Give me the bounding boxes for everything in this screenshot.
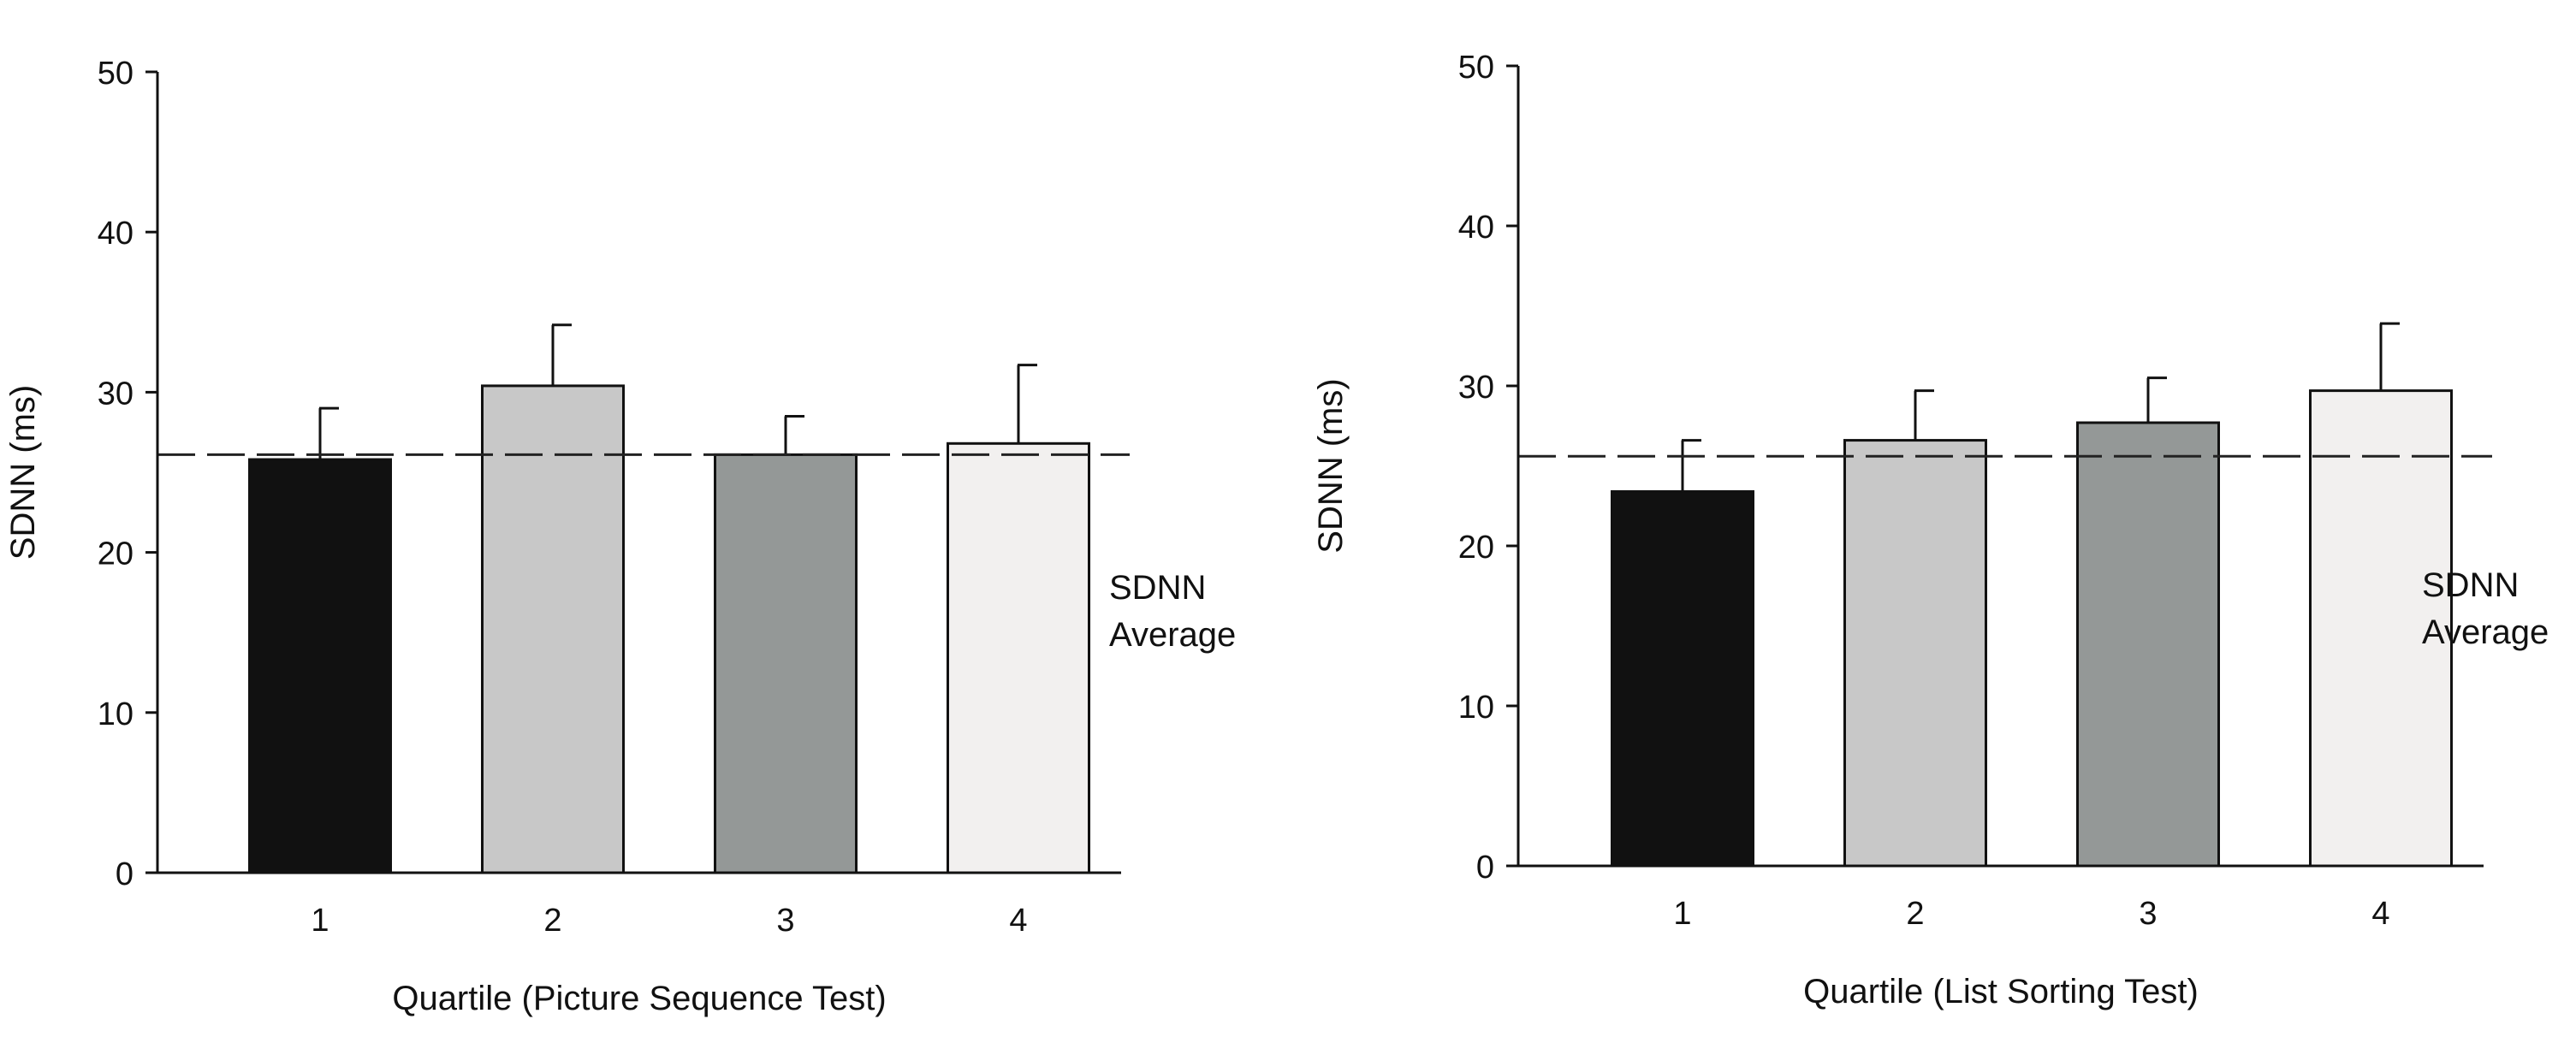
chart-list-sorting: SDNN Average 0 10 20 30 40 50 1 2 3 4 SDNN (ms) Quart… [1312, 50, 2549, 1010]
y-tick-label-40: 40 [98, 216, 134, 252]
x-tick-label-4: 4 [2371, 896, 2389, 932]
y-tick-label-20: 20 [1458, 530, 1494, 566]
x-tick-label-1: 1 [1673, 896, 1691, 932]
y-tick-label-0: 0 [116, 856, 134, 892]
y-tick-label-0: 0 [1476, 850, 1494, 886]
average-label-line1: SDNN [2422, 566, 2519, 604]
bar-quartile-3 [714, 453, 858, 874]
x-axis-title: Quartile (Picture Sequence Test) [392, 980, 886, 1017]
x-tick-label-3: 3 [776, 903, 794, 939]
bar-quartile-2 [481, 384, 625, 874]
x-tick-label-1: 1 [311, 903, 329, 939]
x-tick-label-2: 2 [1906, 896, 1924, 932]
average-label-line1: SDNN [1109, 569, 1206, 607]
x-tick-label-3: 3 [2139, 896, 2157, 932]
y-axis-title: SDNN (ms) [4, 385, 42, 560]
average-label-line2: Average [1109, 616, 1236, 654]
y-tick-label-20: 20 [98, 536, 134, 572]
x-axis-title: Quartile (List Sorting Test) [1803, 973, 2199, 1010]
y-axis-title: SDNN (ms) [1312, 378, 1350, 553]
chart-picture-sequence: SDNN Average 0 10 20 30 40 50 1 2 3 4 SDNN (ms) Quart… [4, 56, 1236, 1017]
bar-quartile-3 [2076, 421, 2220, 868]
x-tick-label-2: 2 [543, 903, 561, 939]
bar-quartile-1 [1611, 489, 1754, 868]
y-tick-label-30: 30 [98, 376, 134, 412]
bar-quartile-2 [1843, 439, 1987, 868]
x-tick-label-4: 4 [1009, 903, 1027, 939]
bar-quartile-4 [947, 441, 1090, 874]
bar-quartile-1 [248, 458, 392, 874]
y-tick-label-10: 10 [1458, 690, 1494, 726]
y-tick-label-10: 10 [98, 696, 134, 732]
y-tick-label-50: 50 [98, 56, 134, 92]
average-label-line2: Average [2422, 613, 2549, 651]
y-tick-label-30: 30 [1458, 370, 1494, 406]
y-tick-label-40: 40 [1458, 210, 1494, 246]
y-tick-label-50: 50 [1458, 50, 1494, 86]
